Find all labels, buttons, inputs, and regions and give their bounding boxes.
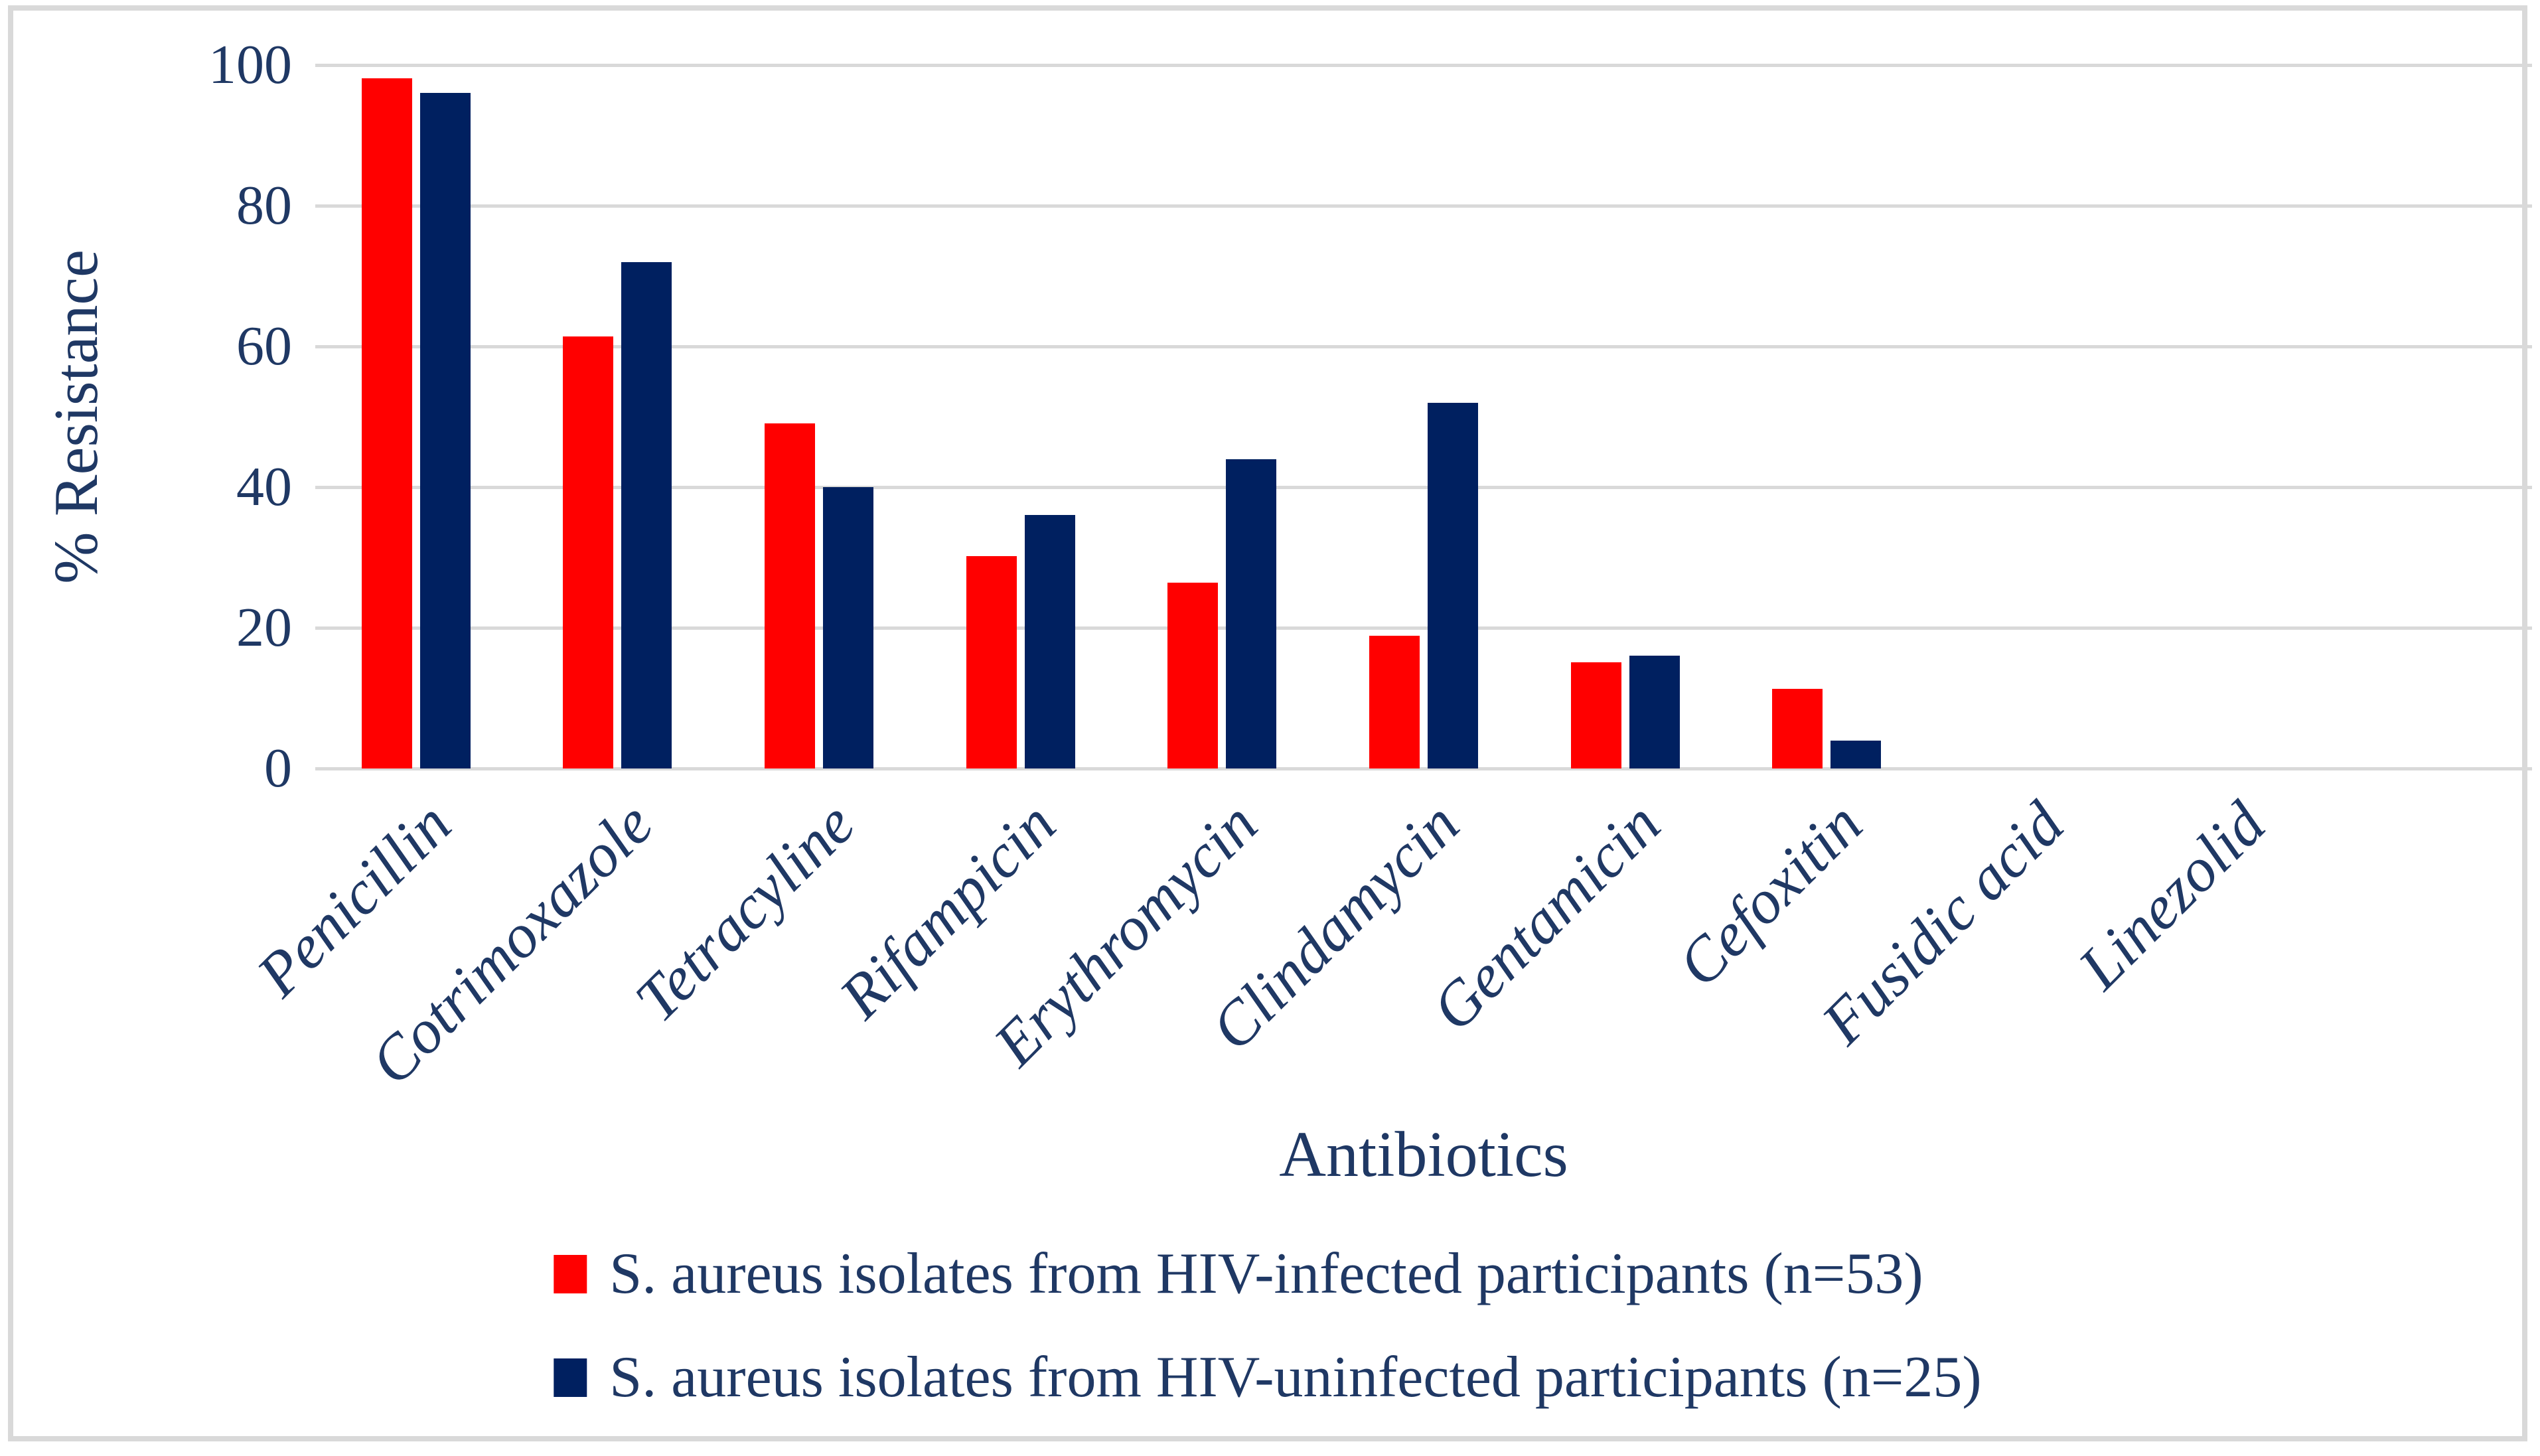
y-tick-label-80: 80 (236, 175, 292, 236)
bar-cluster-cotrimoxazole (517, 65, 719, 768)
gridline-40 (315, 485, 2532, 489)
bar-cluster-fusidic-acid (1927, 65, 2129, 768)
plot-area (315, 65, 2330, 768)
y-tick-label-100: 100 (208, 34, 292, 96)
y-tick-label-20: 20 (236, 597, 292, 658)
legend-label: S. aureus isolates from HIV-infected par… (609, 1242, 1923, 1306)
bar-cluster-penicillin (315, 65, 517, 768)
y-axis-title: % Resistance (42, 250, 111, 584)
bar-navy-cefoxitin (1830, 740, 1882, 768)
bar-navy-clindamycin (1427, 402, 1478, 768)
chart-frame: % Resistance 0 20 40 60 80 100 Penicillin Cotr… (8, 5, 2532, 1441)
x-axis-title: Antibiotics (1279, 1119, 1568, 1191)
bar-red-tetracyline (765, 423, 816, 768)
legend-item-hiv-uninfected: S. aureus isolates from HIV-uninfected p… (554, 1342, 1982, 1414)
bar-red-gentamicin (1570, 662, 1621, 768)
legend: S. aureus isolates from HIV-infected par… (554, 1238, 1982, 1414)
bar-cluster-tetracyline (718, 65, 920, 768)
bar-navy-cotrimoxazole (621, 261, 672, 768)
x-label-cefoxitin: Cefoxitin (1665, 789, 1876, 1000)
bar-red-cefoxitin (1772, 689, 1823, 768)
bar-navy-gentamicin (1629, 656, 1680, 768)
gridline-60 (315, 344, 2532, 348)
gridline-100 (315, 63, 2532, 67)
y-tick-label-60: 60 (236, 315, 292, 377)
bar-cluster-rifampicin (920, 65, 1122, 768)
bar-navy-rifampicin (1024, 515, 1075, 768)
y-tick-label-0: 0 (264, 737, 292, 799)
bar-cluster-erythromycin (1122, 65, 1323, 768)
x-label-tetracyline: Tetracyline (621, 789, 868, 1035)
bar-navy-erythromycin (1226, 459, 1277, 768)
legend-item-hiv-infected: S. aureus isolates from HIV-infected par… (554, 1238, 1923, 1310)
y-tick-label-40: 40 (236, 456, 292, 518)
bar-red-rifampicin (966, 555, 1017, 768)
legend-marker-navy (554, 1358, 587, 1397)
gridline-20 (315, 626, 2532, 630)
gridline-80 (315, 204, 2532, 208)
bar-navy-penicillin (419, 93, 471, 768)
bar-cluster-linezolid (2129, 65, 2331, 768)
bar-cluster-cefoxitin (1726, 65, 1927, 768)
bar-red-penicillin (361, 78, 412, 768)
bar-cluster-gentamicin (1525, 65, 1726, 768)
x-label-linezolid: Linezolid (2065, 789, 2279, 1003)
bar-red-clindamycin (1369, 635, 1420, 768)
bar-navy-tetracyline (823, 487, 874, 768)
legend-label: S. aureus isolates from HIV-uninfected p… (609, 1345, 1982, 1410)
bar-cluster-clindamycin (1323, 65, 1525, 768)
bar-red-cotrimoxazole (563, 336, 614, 768)
gridline-0 (315, 766, 2532, 770)
bar-red-erythromycin (1167, 583, 1219, 768)
legend-marker-red (554, 1255, 587, 1293)
